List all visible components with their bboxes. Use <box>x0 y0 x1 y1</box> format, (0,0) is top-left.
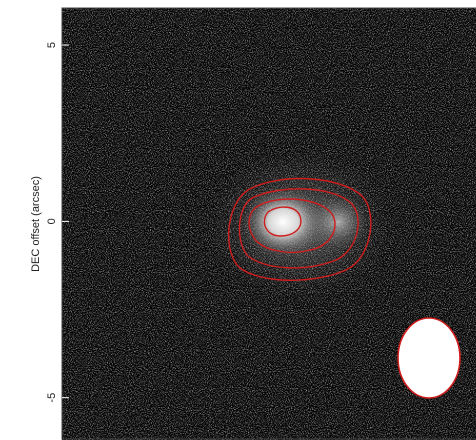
y-axis-label: DEC offset (arcsec) <box>30 176 42 272</box>
image <box>62 8 476 440</box>
chart: DEC offset (arcsec) -5 0 5 <box>0 0 476 440</box>
y-tick-label: -5 <box>46 393 58 403</box>
y-tick-label: 0 <box>46 218 58 224</box>
y-tick-label: 5 <box>46 42 58 48</box>
beam <box>398 318 460 398</box>
